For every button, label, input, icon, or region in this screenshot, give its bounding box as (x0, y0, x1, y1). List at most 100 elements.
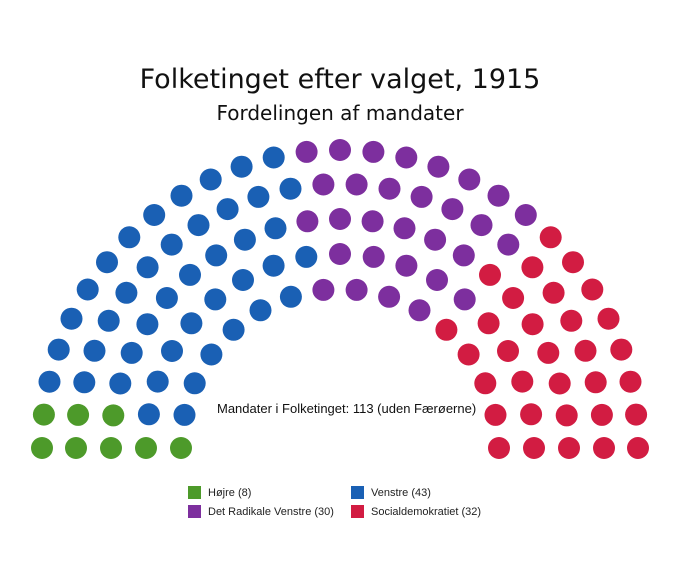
seat-dot-venstre (264, 217, 287, 240)
seat-dot-socialdemokratiet (558, 437, 580, 459)
legend-label: Venstre (43) (371, 486, 431, 499)
seat-dot-socialdemokratiet (560, 309, 583, 332)
seat-dot-venstre (205, 244, 228, 267)
legend-swatch (188, 505, 201, 518)
seat-dot-socialdemokratiet (488, 437, 510, 459)
seat-dot-det-radikale-venstre (497, 233, 520, 256)
seat-dot-socialdemokratiet (619, 370, 642, 393)
seat-dot-venstre (96, 251, 118, 274)
seat-dot-det-radikale-venstre (470, 214, 493, 237)
seat-dot-socialdemokratiet (625, 403, 648, 426)
seat-dot-venstre (120, 341, 143, 364)
seat-dot-venstre (83, 339, 106, 362)
seat-dot-det-radikale-venstre (378, 177, 401, 200)
seat-dot-højre (100, 437, 122, 459)
seat-dot-socialdemokratiet (590, 403, 613, 426)
seat-dot-venstre (249, 299, 272, 322)
seat-dot-venstre (97, 309, 120, 332)
seat-dot-venstre (136, 313, 159, 336)
seat-dot-højre (170, 437, 192, 459)
seat-dot-venstre (155, 287, 178, 309)
seat-dot-det-radikale-venstre (427, 155, 450, 178)
seat-dot-socialdemokratiet (581, 278, 604, 301)
seat-dot-det-radikale-venstre (329, 208, 351, 230)
seat-dot-socialdemokratiet (597, 307, 620, 330)
seat-dot-det-radikale-venstre (452, 244, 475, 267)
seat-dot-venstre (199, 168, 222, 191)
seat-dot-venstre (47, 338, 70, 361)
seat-dot-socialdemokratiet (479, 263, 501, 286)
seat-dot-venstre (136, 256, 159, 279)
seat-dot-venstre (60, 307, 83, 330)
seat-dot-socialdemokratiet (520, 403, 543, 426)
seat-dot-det-radikale-venstre (345, 173, 368, 196)
seat-dot-det-radikale-venstre (458, 168, 481, 191)
seat-dot-det-radikale-venstre (312, 278, 335, 301)
seat-dot-socialdemokratiet (537, 341, 560, 364)
seat-dot-venstre (170, 184, 193, 207)
seat-dot-det-radikale-venstre (329, 139, 351, 161)
seat-dot-venstre (173, 403, 196, 426)
seat-dot-venstre (109, 372, 132, 395)
seat-dot-venstre (230, 155, 253, 178)
seat-dot-venstre (222, 318, 245, 341)
seat-dot-venstre (180, 312, 203, 335)
legend-item-venstre: Venstre (43) (351, 486, 431, 499)
seat-dot-venstre (295, 245, 318, 268)
seat-dot-højre (67, 403, 90, 426)
seat-dot-socialdemokratiet (477, 312, 500, 335)
seat-dot-socialdemokratiet (542, 281, 565, 304)
seat-dot-det-radikale-venstre (426, 269, 448, 291)
seat-dot-det-radikale-venstre (514, 204, 537, 226)
seat-dot-venstre (73, 371, 96, 394)
seat-dot-det-radikale-venstre (345, 278, 368, 301)
seat-dot-socialdemokratiet (562, 251, 584, 274)
seat-dot-venstre (146, 370, 169, 393)
seat-dot-socialdemokratiet (521, 256, 544, 279)
seat-dot-det-radikale-venstre (296, 210, 319, 233)
legend-swatch (188, 486, 201, 499)
seat-dot-højre (102, 404, 125, 427)
legend-item-socialdemokratiet: Socialdemokratiet (32) (351, 505, 481, 518)
seat-dot-højre (135, 437, 157, 459)
seat-dot-venstre (187, 214, 210, 237)
seat-dot-det-radikale-venstre (393, 217, 416, 240)
seat-dot-venstre (279, 285, 302, 308)
seat-dot-det-radikale-venstre (295, 140, 318, 163)
seat-dot-venstre (232, 269, 254, 291)
seat-dot-socialdemokratiet (511, 370, 534, 393)
seat-dot-venstre (137, 403, 160, 426)
legend-label: Højre (8) (208, 486, 252, 499)
seat-dot-det-radikale-venstre (453, 288, 476, 311)
seat-dot-venstre (233, 228, 256, 251)
legend-label: Socialdemokratiet (32) (371, 505, 482, 518)
seat-dot-venstre (38, 370, 61, 393)
seat-dot-det-radikale-venstre (395, 146, 418, 169)
seat-dot-venstre (183, 372, 206, 395)
seat-dot-det-radikale-venstre (441, 198, 464, 221)
legend-swatch (351, 486, 364, 499)
seat-dot-venstre (247, 185, 270, 208)
seat-dot-venstre (118, 226, 141, 249)
seat-dot-det-radikale-venstre (408, 299, 431, 322)
seat-count-annotation: Mandater i Folketinget: 113 (uden Færøer… (217, 401, 477, 416)
seat-dot-det-radikale-venstre (312, 173, 335, 196)
seat-dot-socialdemokratiet (523, 437, 545, 459)
seat-dot-det-radikale-venstre (410, 185, 433, 208)
seat-dot-venstre (262, 254, 285, 277)
seat-dot-socialdemokratiet (474, 372, 497, 395)
seat-dot-socialdemokratiet (574, 339, 597, 362)
seat-dot-socialdemokratiet (610, 338, 633, 361)
seat-dot-socialdemokratiet (497, 340, 519, 362)
legend-label: Det Radikale Venstre (30) (208, 505, 334, 518)
seat-dot-det-radikale-venstre (361, 210, 384, 233)
seat-dot-det-radikale-venstre (395, 254, 418, 277)
seat-dot-venstre (161, 340, 183, 362)
seat-dot-venstre (115, 281, 138, 304)
seat-dot-socialdemokratiet (584, 371, 607, 394)
seat-dot-socialdemokratiet (435, 318, 458, 341)
seat-dot-venstre (262, 146, 285, 169)
seat-dot-det-radikale-venstre (378, 285, 401, 308)
chart-subtitle: Fordelingen af mandater (216, 101, 464, 125)
